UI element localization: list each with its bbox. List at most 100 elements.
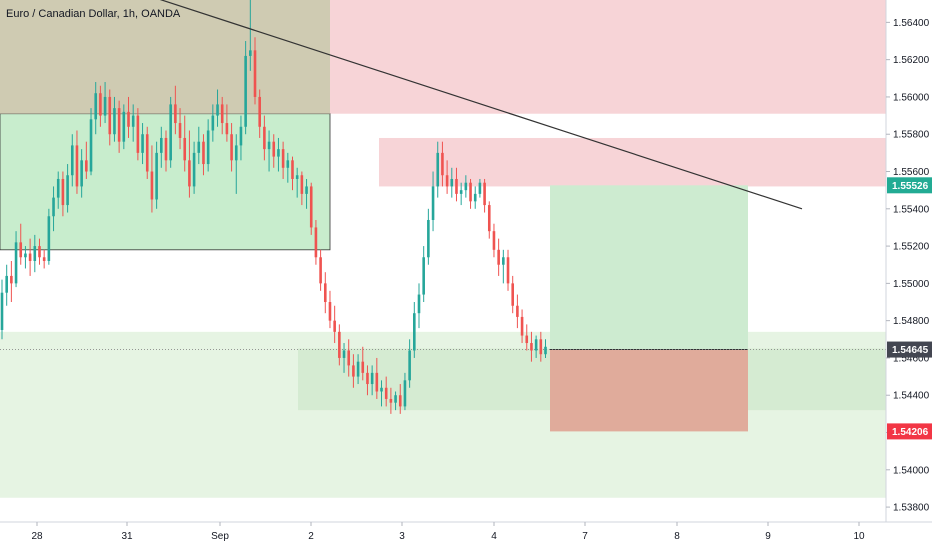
candle-body[interactable] <box>52 197 55 217</box>
candle-body[interactable] <box>24 253 27 258</box>
candle-body[interactable] <box>28 253 32 261</box>
candle-body[interactable] <box>253 50 257 97</box>
candle-body[interactable] <box>506 257 510 284</box>
candle-body[interactable] <box>389 398 393 403</box>
candle-body[interactable] <box>5 275 8 293</box>
candle-body[interactable] <box>309 186 313 228</box>
candle-body[interactable] <box>164 137 168 161</box>
candle-body[interactable] <box>356 361 360 377</box>
candle-body[interactable] <box>295 175 299 179</box>
candle-body[interactable] <box>361 361 365 373</box>
candle-body[interactable] <box>216 104 219 116</box>
candle-body[interactable] <box>75 145 79 187</box>
candle-body[interactable] <box>33 246 37 261</box>
candle-body[interactable] <box>61 178 65 206</box>
candle-body[interactable] <box>436 152 440 187</box>
candle-body[interactable] <box>319 257 322 284</box>
candle-body[interactable] <box>483 182 486 206</box>
candle-body[interactable] <box>113 108 116 135</box>
candle-body[interactable] <box>141 134 144 153</box>
candle-body[interactable] <box>431 186 435 220</box>
candle-body[interactable] <box>89 119 93 172</box>
candle-body[interactable] <box>277 149 280 157</box>
candle-body[interactable] <box>413 313 416 351</box>
candle-body[interactable] <box>38 246 41 258</box>
candle-body[interactable] <box>441 152 444 176</box>
candle-body[interactable] <box>478 182 482 194</box>
candle-body[interactable] <box>487 205 491 232</box>
candle-body[interactable] <box>136 115 140 153</box>
candle-body[interactable] <box>333 320 336 332</box>
candle-body[interactable] <box>464 182 468 191</box>
candle-body[interactable] <box>450 178 454 187</box>
candle-body[interactable] <box>145 134 149 172</box>
candle-body[interactable] <box>85 160 88 172</box>
candle-body[interactable] <box>239 126 243 146</box>
candle-body[interactable] <box>520 316 524 336</box>
candle-body[interactable] <box>502 257 505 265</box>
candle-body[interactable] <box>492 231 496 250</box>
candle-body[interactable] <box>202 141 205 165</box>
candle-body[interactable] <box>305 186 308 194</box>
candle-body[interactable] <box>459 190 463 194</box>
candle-body[interactable] <box>127 111 130 127</box>
candle-body[interactable] <box>403 380 407 407</box>
candle-body[interactable] <box>323 283 327 303</box>
candle-body[interactable] <box>342 350 346 358</box>
candle-body[interactable] <box>258 96 261 127</box>
candle-body[interactable] <box>183 137 187 161</box>
candle-body[interactable] <box>408 350 411 381</box>
candle-body[interactable] <box>469 182 472 202</box>
candle-body[interactable] <box>0 292 4 330</box>
candle-body[interactable] <box>534 339 538 351</box>
candle-body[interactable] <box>530 343 533 351</box>
candle-body[interactable] <box>455 178 458 194</box>
candle-body[interactable] <box>347 350 351 366</box>
candle-body[interactable] <box>511 283 515 306</box>
candle-body[interactable] <box>169 104 172 161</box>
candle-body[interactable] <box>188 160 191 187</box>
candle-body[interactable] <box>497 249 500 265</box>
trendline[interactable] <box>105 0 803 210</box>
candle-body[interactable] <box>66 175 69 206</box>
candle-body[interactable] <box>155 152 158 200</box>
candle-body[interactable] <box>10 275 13 284</box>
candle-body[interactable] <box>380 387 383 392</box>
candle-body[interactable] <box>417 294 421 314</box>
candle-body[interactable] <box>150 171 154 200</box>
candle-body[interactable] <box>220 104 224 124</box>
candle-body[interactable] <box>422 257 425 295</box>
candle-body[interactable] <box>234 145 238 161</box>
candle-body[interactable] <box>244 55 247 127</box>
candle-body[interactable] <box>338 331 341 358</box>
candle-body[interactable] <box>70 145 74 176</box>
candle-body[interactable] <box>375 372 379 392</box>
candle-body[interactable] <box>525 335 529 344</box>
candle-body[interactable] <box>56 178 60 198</box>
candle-body[interactable] <box>249 50 252 56</box>
candle-body[interactable] <box>445 175 449 187</box>
candle-body[interactable] <box>394 395 397 403</box>
candle-body[interactable] <box>47 216 51 261</box>
candle-body[interactable] <box>225 123 229 135</box>
candle-body[interactable] <box>211 115 215 131</box>
candle-body[interactable] <box>281 149 285 168</box>
candle-body[interactable] <box>230 134 233 161</box>
candle-body[interactable] <box>328 302 332 321</box>
candle-body[interactable] <box>80 160 83 187</box>
candle-body[interactable] <box>300 175 304 194</box>
candle-body[interactable] <box>174 104 177 124</box>
candle-body[interactable] <box>263 126 266 150</box>
candle-body[interactable] <box>384 387 388 399</box>
candle-body[interactable] <box>286 160 290 168</box>
candle-body[interactable] <box>103 96 107 116</box>
candle-body[interactable] <box>398 395 402 407</box>
candle-body[interactable] <box>122 111 126 142</box>
candle-body[interactable] <box>370 372 374 385</box>
candle-body[interactable] <box>539 339 543 355</box>
candle-body[interactable] <box>197 141 201 153</box>
candle-body[interactable] <box>160 137 163 153</box>
candle-body[interactable] <box>267 141 271 150</box>
candle-body[interactable] <box>352 365 355 377</box>
candle-body[interactable] <box>178 123 182 138</box>
